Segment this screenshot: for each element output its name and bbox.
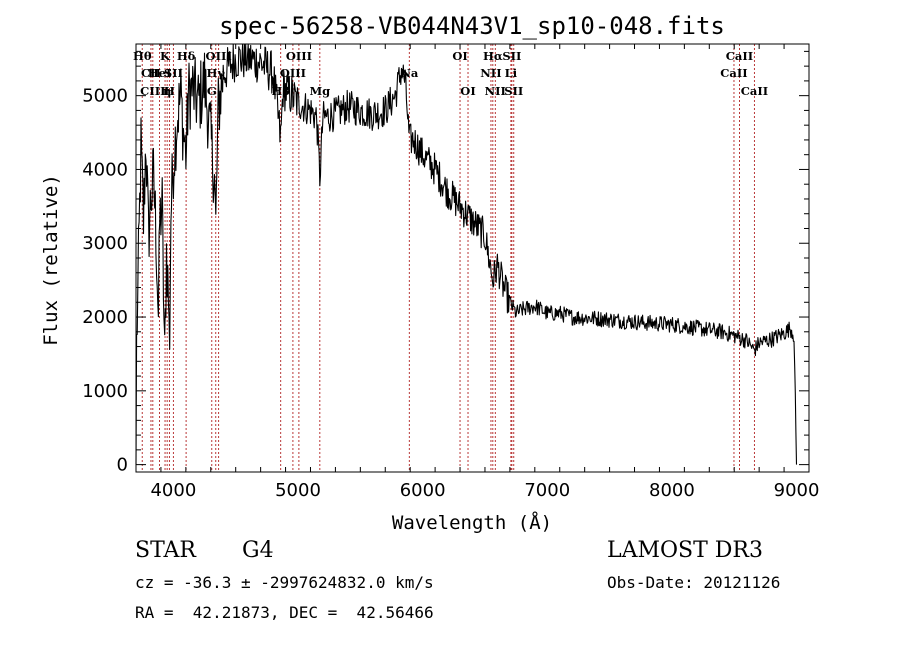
- coordinates: RA = 42.21873, DEC = 42.56466: [135, 603, 434, 622]
- reference-line-label: CaII: [720, 66, 747, 80]
- reference-line-label: CaII: [741, 84, 768, 98]
- reference-line-label: η: [163, 84, 171, 98]
- reference-line-label: OIII: [206, 49, 232, 63]
- x-tick-label: 5000: [275, 480, 321, 501]
- reference-line-label: Hγ: [207, 66, 226, 80]
- axis-ticks: 4000 5000 6000 7000 8000 9000 0 1000 2000 3000 400…: [82, 44, 819, 501]
- y-tick-label: 5000: [82, 86, 128, 107]
- reference-line-label: OI: [452, 49, 467, 63]
- reference-line-label: CaII: [726, 49, 753, 63]
- y-tick-label: 4000: [82, 159, 128, 180]
- reference-lines: [141, 44, 755, 472]
- velocity-readout: cz = -36.3 ± -2997624832.0 km/s: [135, 573, 434, 592]
- reference-line-label: NII: [485, 84, 506, 98]
- reference-line-label: K: [160, 49, 171, 63]
- reference-line-label: OI: [460, 84, 475, 98]
- reference-line-label: SII: [504, 84, 523, 98]
- reference-line-label: OIII: [280, 66, 306, 80]
- reference-line-label: Hβ: [271, 84, 290, 98]
- x-tick-label: 6000: [400, 480, 446, 501]
- reference-line-label: SII: [164, 66, 183, 80]
- object-class: STAR: [135, 538, 196, 563]
- chart-title: spec-56258-VB044N43V1_sp10-048.fits: [219, 12, 725, 40]
- reference-line-label: Na: [400, 66, 419, 80]
- reference-line-label: H: [164, 84, 175, 98]
- x-tick-label: 9000: [774, 480, 820, 501]
- plot-frame: [135, 43, 810, 473]
- reference-line-label: CII: [141, 66, 161, 80]
- obs-date: Obs-Date: 20121126: [607, 573, 781, 592]
- spectrum-line: [135, 43, 798, 465]
- reference-line-label: Hα: [483, 49, 503, 63]
- x-tick-label: 4000: [150, 480, 196, 501]
- object-subclass: G4: [242, 538, 274, 563]
- y-axis-label: Flux (relative): [40, 174, 62, 346]
- x-tick-label: 7000: [524, 480, 570, 501]
- reference-line-label: SII: [502, 49, 521, 63]
- reference-line-label: Hθ: [133, 49, 152, 63]
- x-tick-label: 8000: [649, 480, 695, 501]
- x-axis-label: Wavelength (Å): [392, 511, 552, 534]
- reference-line-labels: HθCIICIIIHeIKηHSIIHδGHγOIIIHβOIIIOIIIMgN…: [133, 49, 768, 98]
- reference-line-label: HeI: [148, 66, 172, 80]
- y-tick-label: 3000: [82, 233, 128, 254]
- y-tick-label: 1000: [82, 381, 128, 402]
- reference-line-label: Hδ: [177, 49, 196, 63]
- reference-line-label: Mg: [309, 84, 330, 98]
- reference-line-label: Li: [505, 66, 518, 80]
- reference-line-label: G: [207, 84, 217, 98]
- reference-line-label: CIII: [140, 84, 165, 98]
- reference-line-label: NII: [480, 66, 501, 80]
- y-tick-label: 0: [117, 455, 128, 476]
- y-tick-label: 2000: [82, 307, 128, 328]
- reference-line-label: OIII: [286, 49, 312, 63]
- survey-name: LAMOST DR3: [607, 538, 763, 563]
